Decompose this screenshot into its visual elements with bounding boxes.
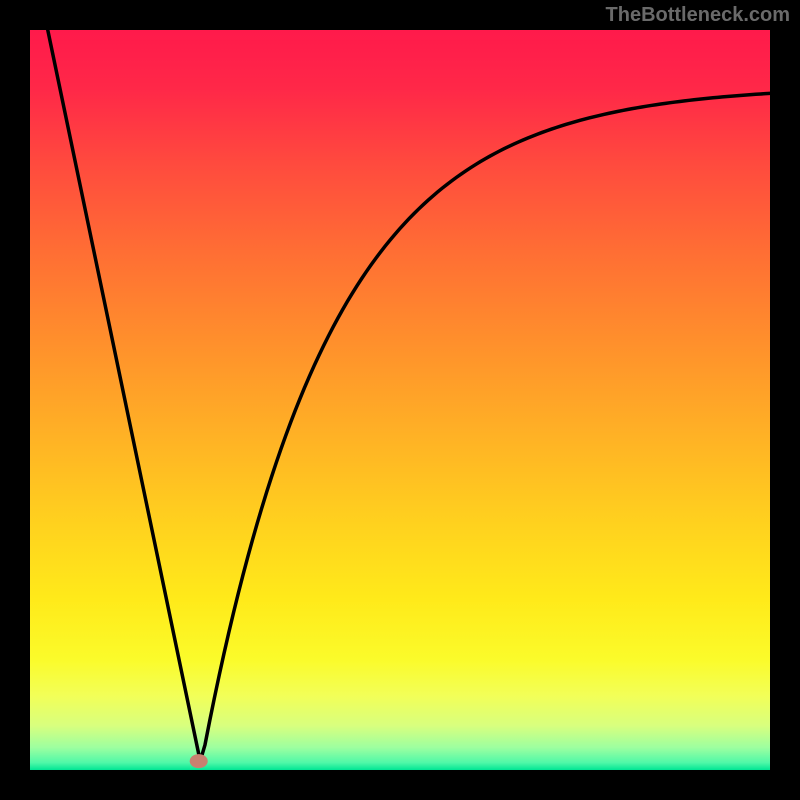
curve-layer bbox=[30, 30, 770, 770]
watermark-text: TheBottleneck.com bbox=[606, 4, 790, 27]
dip-marker bbox=[190, 754, 208, 768]
bottleneck-curve bbox=[48, 30, 770, 761]
plot-area bbox=[30, 30, 770, 770]
